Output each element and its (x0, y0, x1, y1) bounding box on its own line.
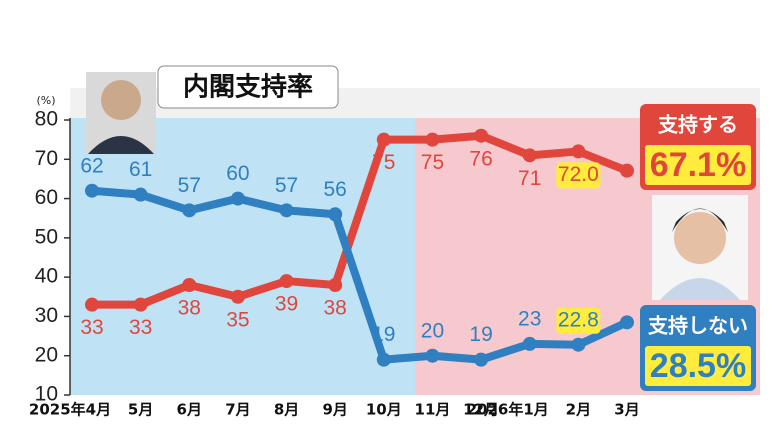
y-unit: (%) (36, 94, 55, 107)
point (425, 132, 440, 147)
callout-value-bg (645, 346, 751, 386)
value-label: 61 (129, 158, 152, 181)
y-tick-label: 30 (35, 304, 58, 327)
y-tick-label: 10 (35, 383, 58, 406)
title-box (157, 65, 339, 109)
photo-left (86, 72, 156, 154)
point (133, 187, 148, 202)
point (620, 163, 634, 178)
point (328, 278, 343, 292)
value-label: 35 (226, 308, 249, 331)
point (85, 297, 99, 312)
series-line (88, 131, 631, 309)
value-label: 72.0 (558, 163, 599, 186)
point (182, 278, 197, 292)
y-tick-label: 70 (35, 147, 58, 170)
x-tick-label: 5月 (128, 401, 153, 419)
x-tick-label: 3月 (614, 401, 639, 419)
point (376, 352, 391, 367)
photo-right (652, 195, 748, 300)
legend-label: 支持する (658, 113, 738, 137)
value-label: 71 (518, 167, 541, 190)
point (328, 207, 343, 222)
value-label: 33 (80, 316, 103, 339)
label-highlight (556, 307, 601, 334)
value-label: 62 (80, 154, 103, 177)
point (571, 144, 586, 159)
x-tick-label: 10月 (366, 401, 402, 419)
callout-support (640, 104, 756, 190)
point (230, 191, 245, 206)
y-tick-label: 60 (35, 186, 58, 209)
y-tick-label: 20 (35, 343, 58, 366)
value-label: 20 (421, 319, 444, 342)
x-tick-label: 2025年4月 (29, 401, 111, 419)
point (474, 128, 489, 143)
x-tick-label: 7月 (225, 401, 250, 419)
value-label: 38 (324, 297, 347, 320)
point (522, 148, 537, 163)
y-tick-label: 80 (35, 108, 58, 131)
value-label: 19 (469, 323, 492, 346)
value-label: 76 (469, 147, 492, 170)
x-tick-label: 8月 (274, 401, 299, 419)
point (279, 274, 294, 289)
point (230, 289, 245, 304)
value-label: 33 (129, 316, 152, 339)
x-tick-label: 6月 (177, 401, 202, 419)
value-label: 57 (275, 174, 298, 197)
legend-label: 支持しない (648, 314, 748, 338)
x-tick-label: 12月 (463, 401, 499, 419)
point (279, 203, 294, 218)
value-label: 39 (275, 293, 298, 316)
point (522, 336, 537, 351)
x-tick-label: 11月 (415, 401, 451, 419)
x-tick-label: 2026年1月 (467, 401, 549, 419)
y-tick-label: 50 (35, 225, 58, 248)
value-label: 60 (226, 162, 249, 185)
value-label: 22.8 (558, 308, 599, 331)
x-tick-label: 9月 (322, 401, 347, 419)
point (376, 132, 391, 147)
point (182, 203, 197, 218)
label-highlight (556, 162, 601, 189)
x-tick-label: 2月 (566, 401, 591, 419)
period-ishiba (70, 118, 415, 395)
callout-value-bg (645, 145, 751, 185)
point (425, 348, 440, 363)
value-label: 23 (518, 307, 541, 330)
point (474, 352, 489, 367)
value-label: 75 (372, 151, 395, 174)
callout-value: 67.1% (650, 146, 746, 184)
point (571, 337, 586, 352)
callout-value: 28.5% (650, 347, 746, 385)
point (620, 315, 634, 330)
series-line (88, 186, 631, 364)
value-label: 56 (324, 178, 347, 201)
value-label: 75 (421, 151, 444, 174)
value-label: 38 (178, 297, 201, 320)
value-label: 19 (372, 323, 395, 346)
y-tick-label: 40 (35, 265, 58, 288)
value-label: 57 (178, 174, 201, 197)
chart-title: 内閣支持率 (183, 72, 313, 103)
callout-nonsupport (640, 305, 756, 391)
point (133, 297, 148, 312)
point (85, 183, 99, 198)
